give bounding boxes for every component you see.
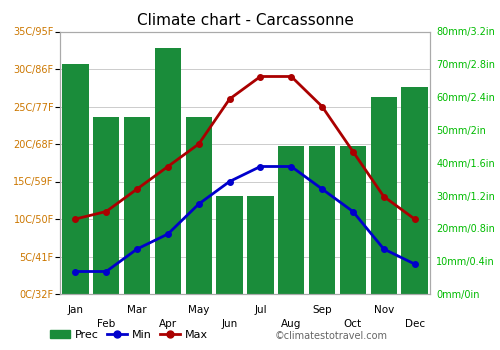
Bar (340, 146, 366, 294)
Text: Feb: Feb (97, 319, 116, 329)
Bar (278, 146, 304, 294)
Bar (370, 97, 397, 294)
Bar (248, 196, 274, 294)
Text: Sep: Sep (312, 305, 332, 315)
Bar (216, 196, 242, 294)
Text: Jun: Jun (222, 319, 238, 329)
Text: Aug: Aug (281, 319, 301, 329)
Legend: Prec, Min, Max: Prec, Min, Max (46, 326, 212, 344)
Text: Oct: Oct (344, 319, 362, 329)
Text: Nov: Nov (374, 305, 394, 315)
Text: Apr: Apr (159, 319, 177, 329)
Bar (62, 64, 88, 294)
Bar (309, 146, 335, 294)
Title: Climate chart - Carcassonne: Climate chart - Carcassonne (136, 13, 354, 28)
Text: Mar: Mar (128, 305, 147, 315)
Bar (124, 117, 150, 294)
Bar (186, 117, 212, 294)
Text: May: May (188, 305, 210, 315)
Text: Jan: Jan (68, 305, 84, 315)
Bar (155, 48, 181, 294)
Text: ©climatestotravel.com: ©climatestotravel.com (275, 331, 388, 341)
Bar (93, 117, 120, 294)
Bar (402, 87, 427, 294)
Text: Dec: Dec (404, 319, 424, 329)
Text: Jul: Jul (254, 305, 266, 315)
